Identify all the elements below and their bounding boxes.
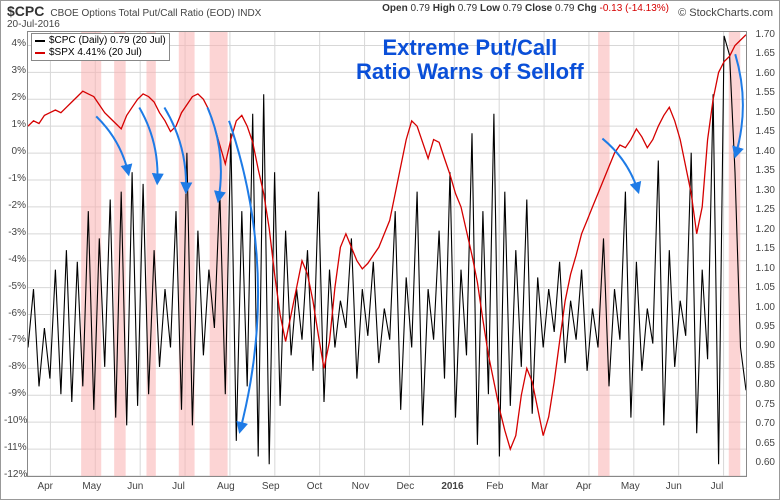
legend1-text: $CPC (Daily) 0.79 (20 Jul) (49, 35, 166, 47)
y-left-tick: 0% (4, 146, 26, 157)
close-val: 0.79 (555, 3, 574, 14)
y-left-tick: -3% (4, 227, 26, 238)
x-tick: Jul (172, 481, 185, 492)
y-right-tick: 1.40 (756, 146, 775, 157)
y-right-tick: 1.70 (756, 29, 775, 40)
x-tick: Mar (531, 481, 548, 492)
x-tick: Oct (307, 481, 323, 492)
open-val: 0.79 (410, 3, 429, 14)
x-tick: May (82, 481, 101, 492)
y-left-tick: 2% (4, 92, 26, 103)
anno-line1: Extreme Put/Call (356, 36, 584, 60)
y-right-tick: 0.70 (756, 418, 775, 429)
y-right-tick: 0.80 (756, 379, 775, 390)
legend2-swatch (35, 52, 45, 54)
y-left-tick: -9% (4, 388, 26, 399)
y-right-tick: 1.55 (756, 87, 775, 98)
low-val: 0.79 (503, 3, 522, 14)
y-right-tick: 0.85 (756, 360, 775, 371)
y-left-tick: 4% (4, 38, 26, 49)
open-lbl: Open (382, 3, 408, 14)
plot-svg (28, 32, 746, 476)
y-left-tick: -6% (4, 308, 26, 319)
anno-line2: Ratio Warns of Selloff (356, 60, 584, 84)
x-tick: Dec (396, 481, 414, 492)
y-left-tick: -4% (4, 254, 26, 265)
y-right-tick: 0.60 (756, 457, 775, 468)
x-tick: Feb (486, 481, 503, 492)
y-right-tick: 1.25 (756, 204, 775, 215)
y-left-tick: -7% (4, 334, 26, 345)
legend1-swatch (35, 40, 45, 42)
chart-container: $CPC CBOE Options Total Put/Call Ratio (… (0, 0, 780, 500)
y-left-tick: -1% (4, 173, 26, 184)
legend2-text: $SPX 4.41% (20 Jul) (49, 47, 142, 59)
high-val: 0.79 (458, 3, 477, 14)
symbol-desc: CBOE Options Total Put/Call Ratio (EOD) … (50, 8, 261, 19)
y-right-tick: 0.65 (756, 438, 775, 449)
x-tick: Apr (37, 481, 53, 492)
close-lbl: Close (525, 3, 552, 14)
attribution: © StockCharts.com (678, 7, 773, 19)
y-right-tick: 0.75 (756, 399, 775, 410)
y-left-tick: -12% (4, 469, 26, 480)
date-label: 20-Jul-2016 (7, 19, 60, 30)
y-right-tick: 1.10 (756, 263, 775, 274)
y-left-tick: 3% (4, 65, 26, 76)
chg-val: -0.13 (-14.13%) (600, 3, 669, 14)
y-left-tick: -10% (4, 415, 26, 426)
y-right-tick: 1.15 (756, 243, 775, 254)
x-tick: Jul (711, 481, 724, 492)
y-left-tick: -8% (4, 361, 26, 372)
high-lbl: High (433, 3, 455, 14)
x-tick: Jun (666, 481, 682, 492)
y-right-tick: 1.30 (756, 185, 775, 196)
y-left-tick: -11% (4, 442, 26, 453)
x-tick: Apr (576, 481, 592, 492)
y-right-tick: 1.50 (756, 107, 775, 118)
annotation-text: Extreme Put/Call Ratio Warns of Selloff (356, 36, 584, 84)
x-tick: Aug (217, 481, 235, 492)
y-right-tick: 1.60 (756, 68, 775, 79)
y-right-tick: 0.90 (756, 340, 775, 351)
x-tick: Jun (127, 481, 143, 492)
y-right-tick: 1.05 (756, 282, 775, 293)
symbol-label: $CPC (7, 3, 44, 19)
y-right-tick: 1.00 (756, 302, 775, 313)
y-right-tick: 1.35 (756, 165, 775, 176)
plot-area (27, 31, 747, 477)
x-tick: Nov (352, 481, 370, 492)
y-right-tick: 1.65 (756, 48, 775, 59)
y-left-tick: -2% (4, 200, 26, 211)
legend: $CPC (Daily) 0.79 (20 Jul) $SPX 4.41% (2… (31, 33, 170, 61)
y-right-tick: 1.45 (756, 126, 775, 137)
x-tick: Sep (262, 481, 280, 492)
y-right-tick: 1.20 (756, 224, 775, 235)
ohlc-row: Open 0.79 High 0.79 Low 0.79 Close 0.79 … (382, 3, 669, 14)
low-lbl: Low (480, 3, 500, 14)
chg-lbl: Chg (577, 3, 596, 14)
x-tick: May (621, 481, 640, 492)
x-tick: 2016 (441, 481, 463, 492)
y-right-tick: 0.95 (756, 321, 775, 332)
y-left-tick: 1% (4, 119, 26, 130)
y-left-tick: -5% (4, 281, 26, 292)
